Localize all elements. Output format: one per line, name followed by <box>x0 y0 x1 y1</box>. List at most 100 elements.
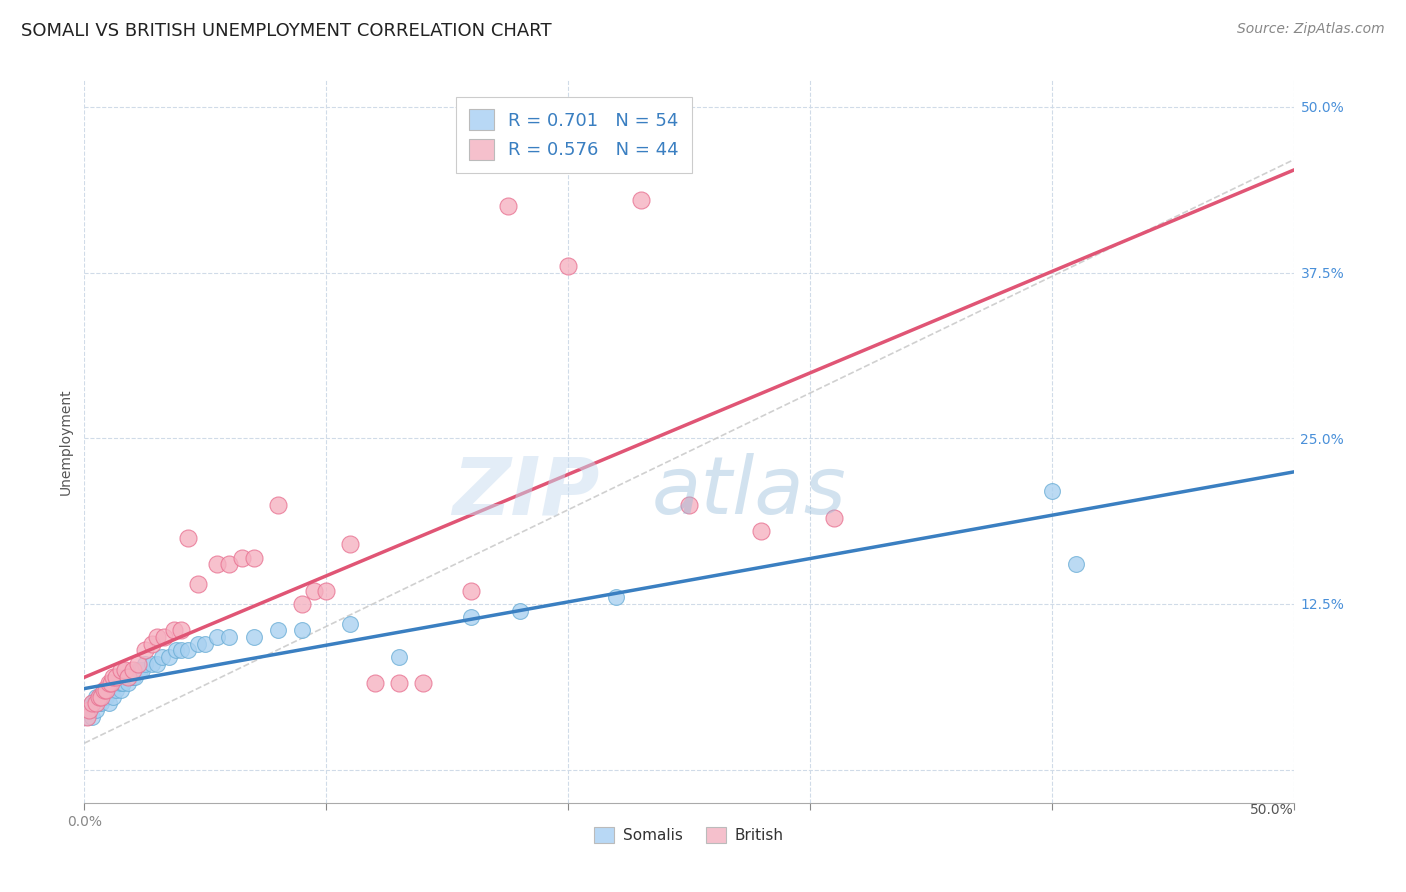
Point <box>124 670 146 684</box>
Point <box>231 550 253 565</box>
Point <box>315 583 337 598</box>
Point <box>129 663 152 677</box>
Point <box>100 676 122 690</box>
Point <box>153 630 176 644</box>
Point <box>823 510 845 524</box>
Text: 50.0%: 50.0% <box>1250 803 1294 817</box>
Point <box>94 683 117 698</box>
Point <box>93 683 115 698</box>
Point <box>460 610 482 624</box>
Point <box>93 683 115 698</box>
Point <box>131 663 153 677</box>
Point <box>146 657 169 671</box>
Legend: Somalis, British: Somalis, British <box>588 821 790 849</box>
Point <box>267 624 290 638</box>
Point <box>509 603 531 617</box>
Point <box>170 643 193 657</box>
Point <box>90 690 112 704</box>
Point <box>141 637 163 651</box>
Point <box>207 630 229 644</box>
Point <box>751 524 773 538</box>
Point <box>388 650 411 665</box>
Point <box>605 591 627 605</box>
Point <box>194 637 217 651</box>
Point <box>170 624 193 638</box>
Point <box>94 690 117 704</box>
Point <box>76 709 98 723</box>
Point <box>80 697 103 711</box>
Text: atlas: atlas <box>652 453 846 531</box>
Point <box>117 676 139 690</box>
Point <box>97 683 120 698</box>
Point <box>157 650 180 665</box>
Point <box>90 697 112 711</box>
Point <box>339 616 361 631</box>
Point <box>103 690 125 704</box>
Point <box>127 663 149 677</box>
Text: Source: ZipAtlas.com: Source: ZipAtlas.com <box>1237 22 1385 37</box>
Point <box>388 676 411 690</box>
Point <box>218 557 240 571</box>
Point <box>242 550 264 565</box>
Point <box>1064 557 1087 571</box>
Point <box>267 498 290 512</box>
Point <box>496 199 519 213</box>
Point <box>363 676 385 690</box>
Point <box>110 663 132 677</box>
Point <box>242 630 264 644</box>
Point <box>121 663 143 677</box>
Point <box>134 657 156 671</box>
Point <box>291 597 314 611</box>
Point <box>291 624 314 638</box>
Point <box>207 557 229 571</box>
Point <box>107 676 129 690</box>
Y-axis label: Unemployment: Unemployment <box>59 388 73 495</box>
Point <box>103 676 125 690</box>
Point <box>80 697 103 711</box>
Point <box>557 259 579 273</box>
Point <box>104 670 127 684</box>
Point <box>103 670 125 684</box>
Point <box>117 670 139 684</box>
Point <box>678 498 700 512</box>
Point <box>80 709 103 723</box>
Point <box>76 709 98 723</box>
Point <box>87 690 110 704</box>
Point <box>163 624 186 638</box>
Point <box>177 643 200 657</box>
Point <box>339 537 361 551</box>
Point <box>86 690 108 704</box>
Point <box>1040 484 1063 499</box>
Point <box>77 703 100 717</box>
Point <box>120 670 142 684</box>
Point <box>630 193 652 207</box>
Point <box>93 690 115 704</box>
Point <box>165 643 187 657</box>
Point <box>187 577 209 591</box>
Point <box>302 583 325 598</box>
Text: SOMALI VS BRITISH UNEMPLOYMENT CORRELATION CHART: SOMALI VS BRITISH UNEMPLOYMENT CORRELATI… <box>21 22 551 40</box>
Point <box>121 670 143 684</box>
Point <box>90 690 112 704</box>
Point <box>110 683 132 698</box>
Point <box>100 683 122 698</box>
Point <box>150 650 173 665</box>
Point <box>146 630 169 644</box>
Text: ZIP: ZIP <box>451 453 599 531</box>
Point <box>218 630 240 644</box>
Point <box>97 676 120 690</box>
Point <box>412 676 434 690</box>
Point <box>114 670 136 684</box>
Point <box>104 683 127 698</box>
Point <box>127 657 149 671</box>
Point <box>460 583 482 598</box>
Point <box>141 657 163 671</box>
Point <box>112 676 135 690</box>
Point <box>187 637 209 651</box>
Point <box>83 697 105 711</box>
Point <box>77 703 100 717</box>
Point <box>86 703 108 717</box>
Point <box>177 531 200 545</box>
Point <box>87 690 110 704</box>
Point <box>110 676 132 690</box>
